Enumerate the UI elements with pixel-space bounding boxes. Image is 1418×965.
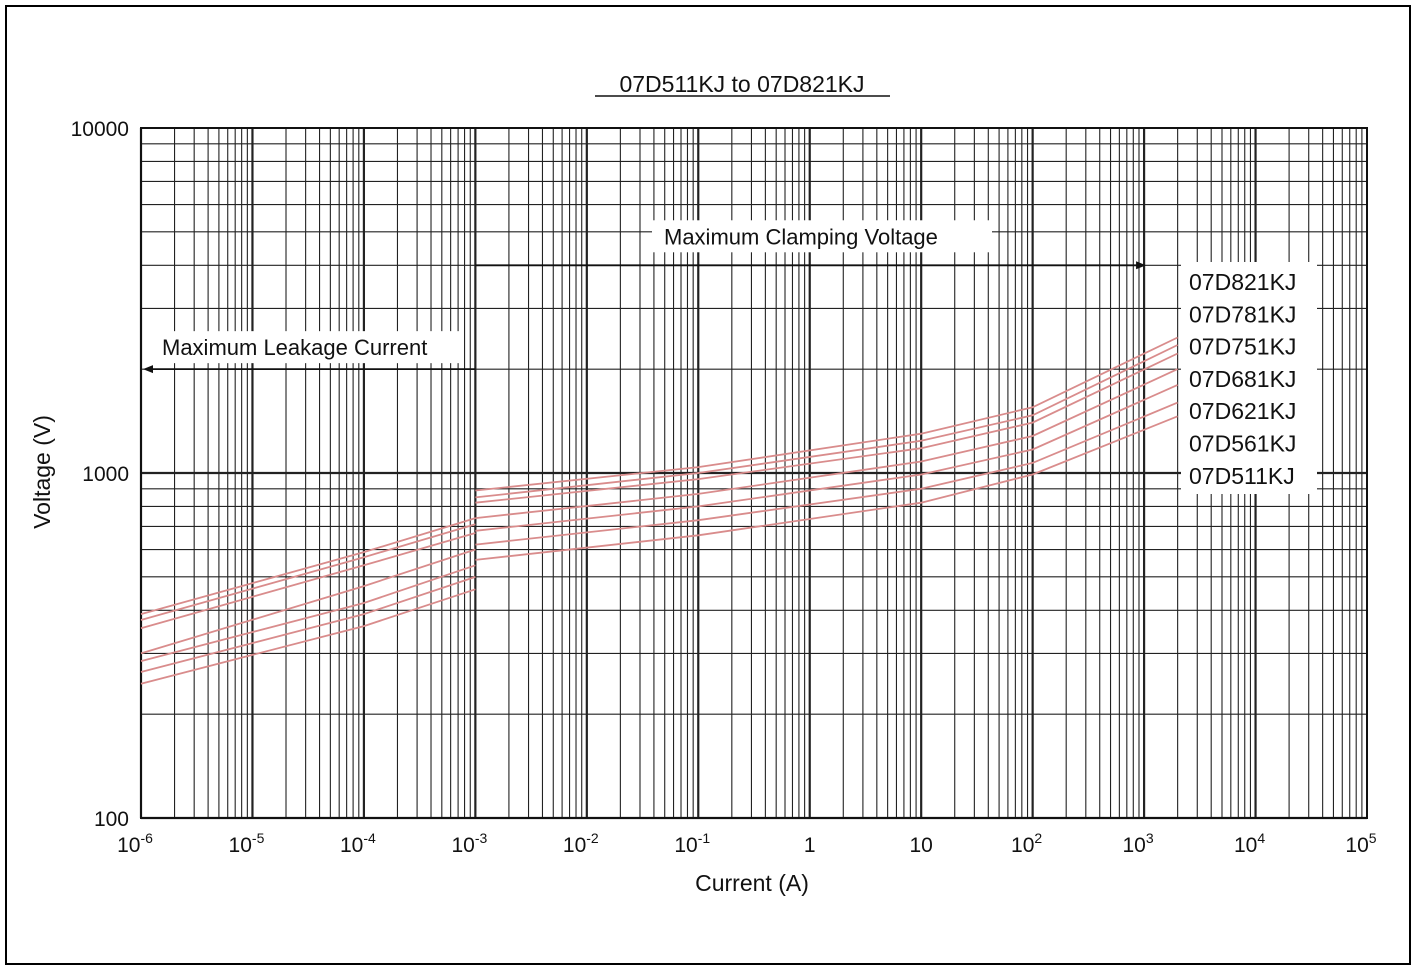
legend-entry-07D621KJ: 07D621KJ (1189, 398, 1296, 424)
x-axis-label: Current (A) (695, 870, 809, 896)
series-line-07D561KJ-leakage (140, 576, 476, 673)
leakage-arrowhead (143, 365, 153, 374)
x-tick-base: 10 (674, 834, 697, 857)
series-line-07D561KJ-clamping (475, 401, 1178, 546)
x-tick-label: 10-3 (451, 830, 487, 857)
x-tick-exponent: 2 (1034, 830, 1042, 846)
x-tick-label: 10-1 (674, 830, 710, 857)
series-line-07D821KJ-leakage (140, 517, 476, 615)
axes: 10-6 10-5 10-4 10-3 10-2 10-1 1 10 102 103 104 1051… (71, 118, 1377, 857)
x-tick-label: 102 (1011, 830, 1042, 857)
legend-background (1181, 262, 1317, 494)
series-line-07D621KJ-clamping (475, 384, 1178, 532)
legend-entry-07D511KJ: 07D511KJ (1189, 463, 1295, 489)
x-tick-exponent: 5 (1369, 830, 1377, 846)
leakage-annotation-label: Maximum Leakage Current (162, 335, 427, 360)
x-tick-label: 10 (910, 834, 933, 857)
clamping-arrowhead (1136, 261, 1147, 270)
x-tick-exponent: -1 (698, 830, 711, 846)
series-line-07D751KJ-clamping (475, 352, 1178, 504)
series-line-07D511KJ-leakage (140, 588, 476, 685)
legend-entry-07D781KJ: 07D781KJ (1189, 301, 1296, 327)
x-tick-exponent: 3 (1146, 830, 1154, 846)
x-tick-base: 10 (1011, 834, 1034, 857)
x-tick-base: 10 (451, 834, 474, 857)
series-line-07D821KJ-clamping (475, 336, 1178, 492)
x-tick-base: 10 (1234, 834, 1257, 857)
series-line-07D681KJ-clamping (475, 368, 1178, 519)
clamping-annotation-label: Maximum Clamping Voltage (664, 224, 938, 249)
x-tick-label: 103 (1123, 830, 1154, 857)
x-tick-base: 10 (1345, 834, 1368, 857)
legend-entry-07D561KJ: 07D561KJ (1189, 431, 1296, 457)
legend-entry-07D821KJ: 07D821KJ (1189, 269, 1296, 295)
y-axis-label: Voltage (V) (29, 415, 55, 529)
grid (139, 127, 1368, 820)
x-tick-label: 10-4 (340, 830, 376, 857)
chart-title: 07D511KJ to 07D821KJ (619, 71, 864, 97)
clamping-annotation-background (652, 220, 992, 253)
x-tick-label: 10-6 (117, 830, 153, 857)
series-line-07D751KJ-leakage (140, 532, 476, 630)
leakage-annotation-background (152, 331, 464, 364)
x-tick-base: 1 (804, 834, 816, 857)
x-tick-label: 10-2 (563, 830, 599, 857)
x-tick-exponent: 4 (1257, 830, 1265, 846)
series-lines (140, 336, 1178, 685)
series-line-07D621KJ-leakage (140, 564, 476, 662)
series-line-07D781KJ-leakage (140, 523, 476, 621)
x-tick-base: 10 (563, 834, 586, 857)
legend-entry-07D751KJ: 07D751KJ (1189, 334, 1296, 360)
x-tick-exponent: -2 (586, 830, 599, 846)
x-tick-label: 104 (1234, 830, 1265, 857)
legend-entry-07D681KJ: 07D681KJ (1189, 366, 1296, 392)
x-tick-label: 10-5 (229, 830, 265, 857)
x-tick-exponent: -6 (140, 830, 153, 846)
series-line-07D781KJ-clamping (475, 344, 1178, 499)
plot-border (140, 127, 1368, 819)
x-tick-base: 10 (340, 834, 363, 857)
x-tick-base: 10 (1123, 834, 1146, 857)
x-tick-base: 10 (117, 834, 140, 857)
y-tick-label: 100 (94, 808, 129, 831)
x-tick-exponent: -4 (363, 830, 376, 846)
annotations: Maximum Clamping Voltage Maximum Leakage… (143, 220, 1147, 374)
legend: 07D821KJ 07D781KJ 07D751KJ 07D681KJ 07D621KJ… (1181, 262, 1317, 494)
y-tick-label: 1000 (82, 463, 129, 486)
x-tick-label: 1 (804, 834, 816, 857)
x-tick-base: 10 (910, 834, 933, 857)
x-tick-label: 105 (1345, 830, 1376, 857)
x-tick-base: 10 (229, 834, 252, 857)
series-line-07D681KJ-leakage (140, 548, 476, 655)
y-tick-label: 10000 (71, 118, 129, 141)
series-line-07D511KJ-clamping (475, 415, 1178, 561)
x-tick-exponent: -3 (475, 830, 488, 846)
x-tick-exponent: -5 (252, 830, 265, 846)
